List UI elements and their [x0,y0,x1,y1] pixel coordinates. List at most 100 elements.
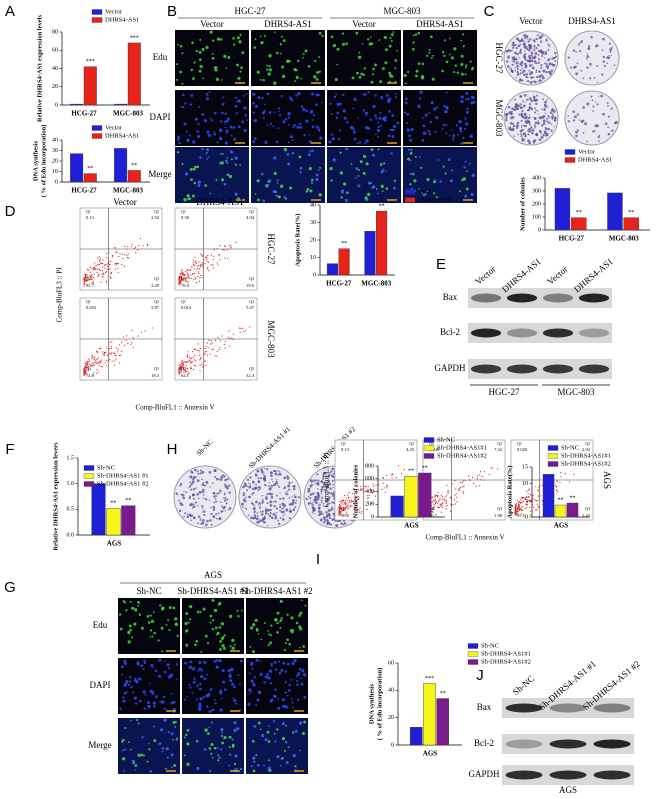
event [353,493,356,495]
cell [250,663,253,666]
event [373,485,375,487]
colony [540,124,544,127]
colony [602,60,606,64]
cell [234,104,238,108]
band [506,293,538,303]
cell [310,181,314,185]
colony [219,501,222,503]
panel-letter: G [4,579,16,596]
cell [256,70,260,74]
event [339,503,341,506]
colony [189,481,192,484]
event [204,347,206,350]
colony [191,480,195,484]
colony [524,120,527,123]
legend-label: Sh-NC [97,464,115,471]
cell [268,725,270,727]
cell [207,732,210,735]
event [91,354,93,356]
legend-label: Sh-DHRS4-AS1#2 [561,460,611,467]
event [199,354,201,356]
quadrant-value: 2.92 [151,215,159,220]
quadrant-value: 0.13 [341,447,350,452]
colony [513,51,516,53]
colony [317,494,321,498]
cell [197,122,200,126]
cell [186,742,190,746]
cell [299,166,303,170]
panel-letter: I [316,551,320,568]
event [93,267,95,269]
event [105,365,108,367]
event [194,261,196,263]
cell [388,110,391,113]
micrograph [403,30,477,86]
cell [377,121,380,124]
cell [455,124,459,127]
colony [273,469,276,472]
colony [343,522,347,525]
y-tick-label: 30 [52,148,58,154]
colony [546,117,549,120]
event [462,480,464,482]
cell [220,734,223,737]
colony [261,499,264,501]
event [568,481,571,483]
quadrant-name: Q3 [154,276,159,281]
significance: ** [570,495,576,501]
panel-letter: H [167,441,178,458]
event [362,487,365,490]
cell [266,730,270,734]
event [120,354,122,356]
y-tick-label: 40 [52,137,58,143]
colony [523,53,527,56]
cell [369,118,372,122]
event [573,473,575,476]
cell [312,113,316,117]
event [349,506,351,508]
colony [520,135,523,138]
event [432,511,434,513]
event [180,276,182,279]
micrograph [251,30,325,86]
event [192,259,194,261]
cell [268,111,272,114]
event [523,497,525,499]
event [514,506,516,508]
colony [253,505,256,507]
cell [262,116,265,119]
cell [328,140,332,144]
colony [531,131,534,135]
bar [390,495,404,518]
cell [227,117,230,121]
band [470,328,502,338]
colony [320,486,324,489]
significance: ** [408,469,414,475]
colony [541,52,545,55]
event [525,503,527,505]
colony [258,486,261,489]
colony [197,472,200,475]
cell [287,141,290,144]
cell [296,683,299,687]
event [207,347,209,349]
event [522,500,525,503]
event [436,502,439,504]
cell [210,742,214,747]
cell [198,660,202,665]
colony [315,495,318,499]
colony [332,518,334,521]
event [115,251,117,253]
colony [282,497,285,500]
colony [525,73,528,76]
cell [188,683,191,686]
event [382,482,384,484]
colony [514,103,518,106]
colony [291,498,295,502]
cell [287,116,291,119]
colony [266,508,270,512]
cell [375,188,378,190]
colony [551,70,553,72]
event [527,489,530,491]
colony [514,69,517,72]
